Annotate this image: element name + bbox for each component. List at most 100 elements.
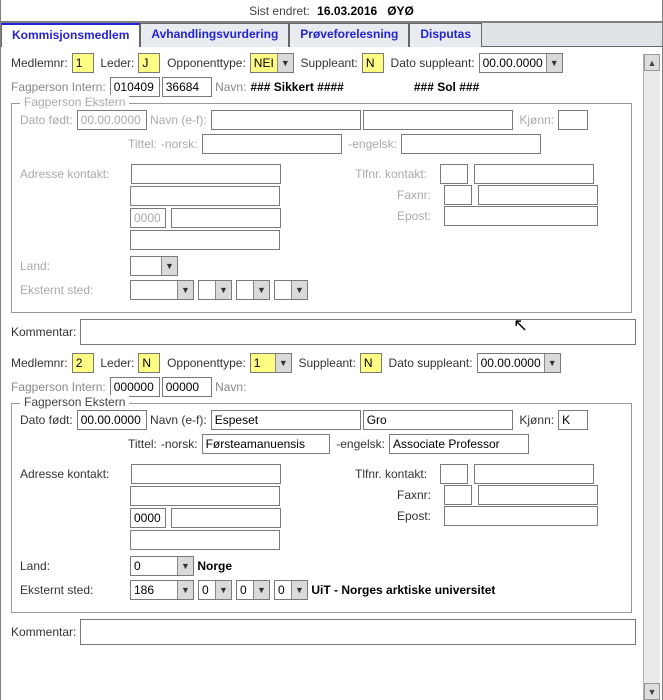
m1-datosupp-label: Dato suppleant: bbox=[391, 56, 475, 70]
m2-opponent-select[interactable]: 1▼ bbox=[250, 353, 292, 373]
m1-adrpnr-input[interactable] bbox=[130, 208, 166, 228]
m2-epost-input[interactable] bbox=[444, 506, 598, 526]
m1-engelsk-input[interactable] bbox=[401, 134, 541, 154]
top-meta: Sist endret: 16.03.2016 ØYØ bbox=[1, 0, 662, 23]
m2-fagintern-label: Fagperson Intern: bbox=[11, 380, 106, 394]
sist-endret-value: 16.03.2016 bbox=[317, 4, 377, 18]
m1-suppleant-input[interactable] bbox=[362, 53, 384, 73]
scroll-up-button[interactable]: ▲ bbox=[644, 54, 660, 71]
m1-datosupp-select[interactable]: 00.00.0000▼ bbox=[479, 53, 563, 73]
m1-tlfnr-label: Tlfnr. kontakt: bbox=[355, 167, 427, 181]
m1-medlemnr-input[interactable] bbox=[72, 53, 94, 73]
m2-fax2-input[interactable] bbox=[478, 485, 598, 505]
m1-fax2-input[interactable] bbox=[478, 185, 598, 205]
m1-land-select[interactable]: ▼ bbox=[130, 256, 178, 276]
m2-tlf2-input[interactable] bbox=[474, 464, 594, 484]
m1-fax1-input[interactable] bbox=[444, 185, 472, 205]
m1-adr4-input[interactable] bbox=[130, 230, 280, 250]
m2-epost-label: Epost: bbox=[355, 509, 431, 523]
m1-tlf2-input[interactable] bbox=[474, 164, 594, 184]
m1-tittel-label: Tittel: bbox=[128, 137, 157, 151]
tab-disputas[interactable]: Disputas bbox=[409, 23, 482, 47]
chevron-down-icon: ▼ bbox=[177, 581, 193, 599]
m1-fagintern1-input[interactable] bbox=[110, 77, 160, 97]
m2-navnf-input[interactable] bbox=[363, 410, 513, 430]
m2-suppleant-label: Suppleant: bbox=[298, 356, 355, 370]
tab-kommisjonsmedlem[interactable]: Kommisjonsmedlem bbox=[1, 23, 140, 47]
m1-es1-select[interactable]: ▼ bbox=[130, 280, 194, 300]
tab-avhandlingsvurdering[interactable]: Avhandlingsvurdering bbox=[140, 23, 289, 47]
scroll-down-button[interactable]: ▼ bbox=[644, 683, 660, 700]
m2-fagintern1-input[interactable] bbox=[110, 377, 160, 397]
m2-norsk-label: -norsk: bbox=[161, 437, 198, 451]
m2-navnef-label: Navn (e-f): bbox=[150, 413, 207, 427]
m2-kjonn-input[interactable] bbox=[558, 410, 588, 430]
m2-es4-select[interactable]: 0▼ bbox=[274, 580, 308, 600]
m1-fagintern2-input[interactable] bbox=[162, 77, 212, 97]
m2-datosupp-select[interactable]: 00.00.0000▼ bbox=[477, 353, 561, 373]
m2-adr2-input[interactable] bbox=[130, 486, 280, 506]
m2-datofodt-input[interactable] bbox=[77, 410, 147, 430]
m1-norsk-label: -norsk: bbox=[161, 137, 198, 151]
m1-norsk-input[interactable] bbox=[202, 134, 342, 154]
m2-adrpnr-input[interactable] bbox=[130, 508, 166, 528]
m2-adr4-input[interactable] bbox=[130, 530, 280, 550]
m2-tlf1-input[interactable] bbox=[440, 464, 468, 484]
m2-es3-select[interactable]: 0▼ bbox=[236, 580, 270, 600]
chevron-down-icon: ▼ bbox=[275, 354, 291, 372]
m2-adr3-input[interactable] bbox=[171, 508, 281, 528]
m2-es2-select[interactable]: 0▼ bbox=[198, 580, 232, 600]
m1-datofodt-input[interactable] bbox=[77, 110, 147, 130]
m2-es-name: UiT - Norges arktiske universitet bbox=[311, 583, 495, 597]
m2-fax1-input[interactable] bbox=[444, 485, 472, 505]
m1-fagintern-label: Fagperson Intern: bbox=[11, 80, 106, 94]
m2-land-select[interactable]: 0▼ bbox=[130, 556, 194, 576]
m1-adr3-input[interactable] bbox=[171, 208, 281, 228]
m1-leder-input[interactable] bbox=[138, 53, 160, 73]
chevron-down-icon: ▼ bbox=[544, 354, 560, 372]
m1-tlf1-input[interactable] bbox=[440, 164, 468, 184]
m1-kjonn-label: Kjønn: bbox=[519, 113, 554, 127]
m1-engelsk-label: -engelsk: bbox=[348, 137, 397, 151]
m1-navne-input[interactable] bbox=[211, 110, 361, 130]
m2-adr1-input[interactable] bbox=[131, 464, 281, 484]
m1-kommentar-input[interactable] bbox=[80, 319, 636, 345]
m2-navne-input[interactable] bbox=[211, 410, 361, 430]
m2-fagintern2-input[interactable] bbox=[162, 377, 212, 397]
m2-tlfnr-label: Tlfnr. kontakt: bbox=[355, 467, 427, 481]
m2-leder-input[interactable] bbox=[138, 353, 160, 373]
m1-epost-input[interactable] bbox=[444, 206, 598, 226]
m2-faxnr-label: Faxnr: bbox=[355, 488, 431, 502]
m2-land-name: Norge bbox=[197, 559, 232, 573]
m1-es4-select[interactable]: ▼ bbox=[274, 280, 308, 300]
tab-proveforelesning[interactable]: Prøveforelesning bbox=[289, 23, 409, 47]
m1-kjonn-input[interactable] bbox=[558, 110, 588, 130]
m1-es3-select[interactable]: ▼ bbox=[236, 280, 270, 300]
m2-tittel-label: Tittel: bbox=[128, 437, 157, 451]
m2-eksternsted-label: Eksternt sted: bbox=[20, 583, 126, 597]
m2-engelsk-input[interactable] bbox=[389, 434, 529, 454]
chevron-down-icon: ▼ bbox=[291, 281, 307, 299]
m1-navn1: ### Sikkert #### bbox=[250, 80, 343, 94]
m2-leder-label: Leder: bbox=[100, 356, 134, 370]
m1-es2-select[interactable]: ▼ bbox=[198, 280, 232, 300]
m2-medlemnr-input[interactable] bbox=[72, 353, 94, 373]
m2-kommentar-input[interactable] bbox=[80, 619, 636, 645]
m1-suppleant-label: Suppleant: bbox=[300, 56, 357, 70]
m2-kommentar-label: Kommentar: bbox=[11, 625, 76, 639]
m1-adr1-input[interactable] bbox=[131, 164, 281, 184]
m1-navnf-input[interactable] bbox=[363, 110, 513, 130]
chevron-down-icon: ▼ bbox=[253, 581, 269, 599]
m2-es1-select[interactable]: 186▼ bbox=[130, 580, 194, 600]
m2-suppleant-input[interactable] bbox=[360, 353, 382, 373]
m2-norsk-input[interactable] bbox=[202, 434, 330, 454]
vertical-scrollbar[interactable]: ▲ ▼ bbox=[643, 54, 660, 700]
m1-opponent-select[interactable]: NEI▼ bbox=[250, 53, 294, 73]
m2-datofodt-label: Dato født: bbox=[20, 413, 73, 427]
m1-adr2-input[interactable] bbox=[130, 186, 280, 206]
chevron-down-icon: ▼ bbox=[177, 281, 193, 299]
chevron-down-icon: ▼ bbox=[253, 281, 269, 299]
m2-ekstern-fieldset: Fagperson Ekstern Dato født: Navn (e-f):… bbox=[11, 403, 632, 613]
m1-eksternsted-label: Eksternt sted: bbox=[20, 283, 126, 297]
chevron-down-icon: ▼ bbox=[215, 581, 231, 599]
